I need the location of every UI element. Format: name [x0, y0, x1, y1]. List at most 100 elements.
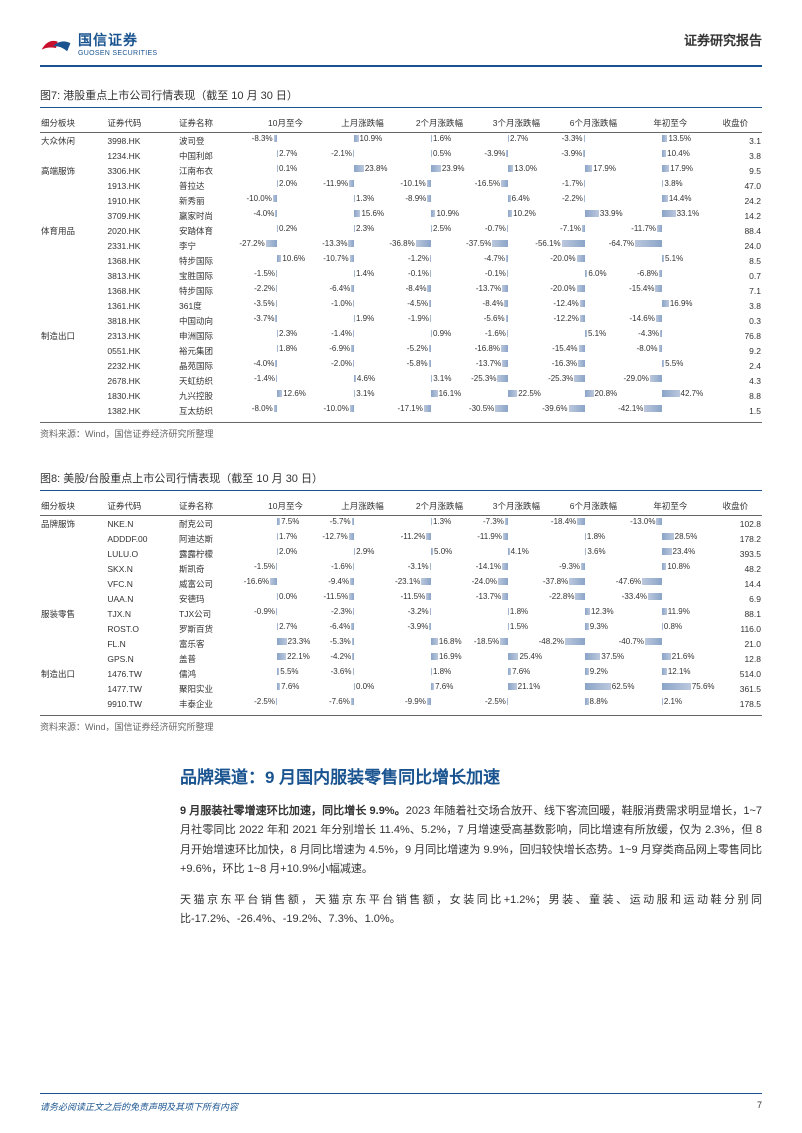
table-row: 3709.HK赢家时尚-4.0%15.6%10.9%10.2%33.9%33.1… [40, 208, 762, 223]
table-row: 高端服饰3306.HK江南布衣0.1%23.8%23.9%13.0%17.9%1… [40, 163, 762, 178]
table-bar-cell: -12.7% [324, 531, 401, 546]
table-bar-cell: -20.0% [555, 253, 632, 268]
table-bar-cell: -3.3% [555, 133, 632, 149]
table-bar-cell: 23.8% [324, 163, 401, 178]
table-bar-cell: -9.9% [401, 696, 478, 711]
table-header: 证券名称 [178, 497, 247, 516]
table-header: 2个月涨跌幅 [401, 114, 478, 133]
table-bar-cell: -15.4% [632, 283, 709, 298]
table-bar-cell: 2.3% [247, 328, 324, 343]
table-header: 10月至今 [247, 114, 324, 133]
figure-7-source: 资料来源：Wind，国信证券经济研究所整理 [40, 422, 762, 440]
table-bar-cell: -8.0% [632, 343, 709, 358]
table-header: 收盘价 [709, 114, 762, 133]
table-bar-cell: -4.7% [478, 253, 555, 268]
table-bar-cell: 3.1% [324, 388, 401, 403]
table-bar-cell: -6.4% [324, 283, 401, 298]
table-bar-cell: -13.7% [478, 283, 555, 298]
table-bar-cell: -1.5% [247, 268, 324, 283]
table-row: 服装零售TJX.NTJX公司-0.9%-2.3%-3.2%1.8%12.3%11… [40, 606, 762, 621]
table-bar-cell: -3.9% [401, 621, 478, 636]
table-bar-cell: -10.0% [247, 193, 324, 208]
table-header: 年初至今 [632, 114, 709, 133]
table-bar-cell: -11.9% [478, 531, 555, 546]
table-bar-cell: -13.7% [478, 591, 555, 606]
table-bar-cell: 12.1% [632, 666, 709, 681]
table-bar-cell: -1.9% [401, 313, 478, 328]
table-header: 3个月涨跌幅 [478, 114, 555, 133]
table-row: ADDDF.00阿迪达斯1.7%-12.7%-11.2%-11.9%1.8%28… [40, 531, 762, 546]
footer-disclaimer: 请务必阅读正文之后的免责声明及其项下所有内容 [40, 1100, 238, 1113]
table-bar-cell: -47.6% [632, 576, 709, 591]
table-bar-cell: 8.8% [555, 696, 632, 711]
table-header: 证券名称 [178, 114, 247, 133]
table-bar-cell: 1.7% [247, 531, 324, 546]
table-bar-cell: -2.2% [247, 283, 324, 298]
table-bar-cell: -3.1% [401, 561, 478, 576]
table-bar-cell: -0.1% [401, 268, 478, 283]
paragraph-1: 9 月服装社零增速环比加速，同比增长 9.9%。2023 年随着社交场合放开、线… [40, 802, 762, 879]
table-bar-cell: 2.7% [247, 148, 324, 163]
table-bar-cell: -4.5% [401, 298, 478, 313]
table-bar-cell: 0.5% [401, 148, 478, 163]
table-bar-cell: -8.0% [247, 403, 324, 418]
table-bar-cell: 7.5% [247, 516, 324, 532]
table-bar-cell: 1.9% [324, 313, 401, 328]
table-bar-cell: 22.5% [478, 388, 555, 403]
table-bar-cell: -18.4% [555, 516, 632, 532]
table-bar-cell: 22.1% [247, 651, 324, 666]
table-row: 0551.HK裕元集团1.8%-6.9%-5.2%-16.8%-15.4%-8.… [40, 343, 762, 358]
table-row: UAA.N安德玛0.0%-11.5%-11.5%-13.7%-22.8%-33.… [40, 591, 762, 606]
table-row: 大众休闲3998.HK波司登-8.3%10.9%1.6%2.7%-3.3%13.… [40, 133, 762, 149]
table-header: 证券代码 [106, 114, 178, 133]
table-bar-cell: 7.6% [247, 681, 324, 696]
paragraph-2: 天猫京东平台销售额，天猫京东平台销售额，女装同比+1.2%；男装、童装、运动服和… [40, 891, 762, 930]
figure-8-table: 细分板块证券代码证券名称10月至今上月涨跌幅2个月涨跌幅3个月涨跌幅6个月涨跌幅… [40, 497, 762, 711]
table-bar-cell: 1.8% [555, 531, 632, 546]
table-bar-cell: -13.7% [478, 358, 555, 373]
table-bar-cell: -13.0% [632, 516, 709, 532]
table-bar-cell: 17.9% [632, 163, 709, 178]
table-bar-cell: -5.3% [324, 636, 401, 651]
table-bar-cell: 13.5% [632, 133, 709, 149]
table-bar-cell: -12.4% [555, 298, 632, 313]
table-bar-cell: -16.8% [478, 343, 555, 358]
table-bar-cell: -9.3% [555, 561, 632, 576]
table-bar-cell: -40.7% [632, 636, 709, 651]
table-bar-cell: -4.3% [632, 328, 709, 343]
table-bar-cell: -3.6% [324, 666, 401, 681]
table-bar-cell: -6.9% [324, 343, 401, 358]
table-header: 6个月涨跌幅 [555, 114, 632, 133]
table-header: 上月涨跌幅 [324, 114, 401, 133]
table-bar-cell: -22.8% [555, 591, 632, 606]
table-bar-cell: 2.0% [247, 546, 324, 561]
table-bar-cell: 37.5% [555, 651, 632, 666]
table-bar-cell: 0.0% [247, 591, 324, 606]
table-bar-cell: 3.1% [401, 373, 478, 388]
table-bar-cell: -64.7% [632, 238, 709, 253]
table-bar-cell: 10.6% [247, 253, 324, 268]
table-bar-cell: -8.3% [247, 133, 324, 149]
table-bar-cell: 17.9% [555, 163, 632, 178]
page-footer: 请务必阅读正文之后的免责声明及其项下所有内容 7 [40, 1093, 762, 1113]
figure-7: 图7: 港股重点上市公司行情表现（截至 10 月 30 日） 细分板块证券代码证… [40, 87, 762, 440]
table-bar-cell: 5.0% [401, 546, 478, 561]
paragraph-1-bold: 9 月服装社零增速环比加速，同比增长 9.9%。 [180, 805, 406, 817]
table-bar-cell: 10.2% [478, 208, 555, 223]
table-header: 6个月涨跌幅 [555, 497, 632, 516]
table-bar-cell: 1.8% [247, 343, 324, 358]
table-bar-cell: 13.0% [478, 163, 555, 178]
table-bar-cell: -0.9% [247, 606, 324, 621]
logo: 国信证券 GUOSEN SECURITIES [40, 30, 157, 57]
figure-8-source: 资料来源：Wind，国信证券经济研究所整理 [40, 715, 762, 733]
table-header: 年初至今 [632, 497, 709, 516]
table-bar-cell: 9.3% [555, 621, 632, 636]
table-bar-cell: -6.4% [324, 621, 401, 636]
table-bar-cell: -25.3% [555, 373, 632, 388]
table-bar-cell: -2.5% [247, 696, 324, 711]
table-bar-cell: 10.4% [632, 148, 709, 163]
table-bar-cell: -20.0% [555, 283, 632, 298]
table-row: 制造出口1476.TW儒鸿5.5%-3.6%1.8%7.6%9.2%12.1%5… [40, 666, 762, 681]
page-number: 7 [757, 1100, 762, 1113]
table-bar-cell: -7.6% [324, 696, 401, 711]
